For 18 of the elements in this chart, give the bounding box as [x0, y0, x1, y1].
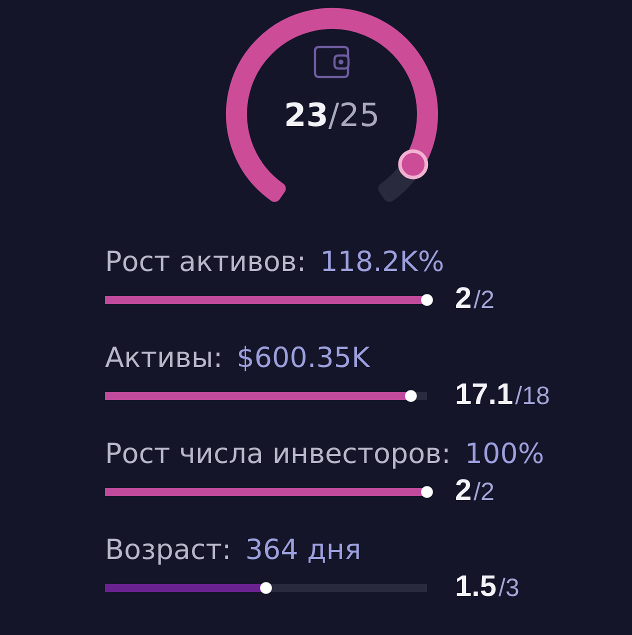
- text: 364 дня: [247, 538, 359, 563]
- data-label: /2: [474, 290, 494, 308]
- text: 100%: [468, 442, 543, 464]
- text: Рост числа инвесторов:: [108, 442, 448, 469]
- text: Рост активов:: [108, 250, 303, 272]
- text: $600.35K: [238, 346, 370, 372]
- data-label: 1.5: [456, 575, 496, 596]
- data-label: 17.1: [456, 383, 512, 404]
- text: 118.2K%: [323, 250, 443, 272]
- data-label: /18: [515, 386, 549, 404]
- data-label: 23: [286, 102, 326, 126]
- data-label: /3: [498, 578, 518, 596]
- data-label: /25: [328, 102, 377, 129]
- data-label: 2: [456, 479, 470, 500]
- text: Активы:: [105, 346, 220, 367]
- data-label: 2: [456, 287, 470, 308]
- data-label: /2: [474, 482, 494, 500]
- text: Возраст:: [108, 538, 228, 565]
